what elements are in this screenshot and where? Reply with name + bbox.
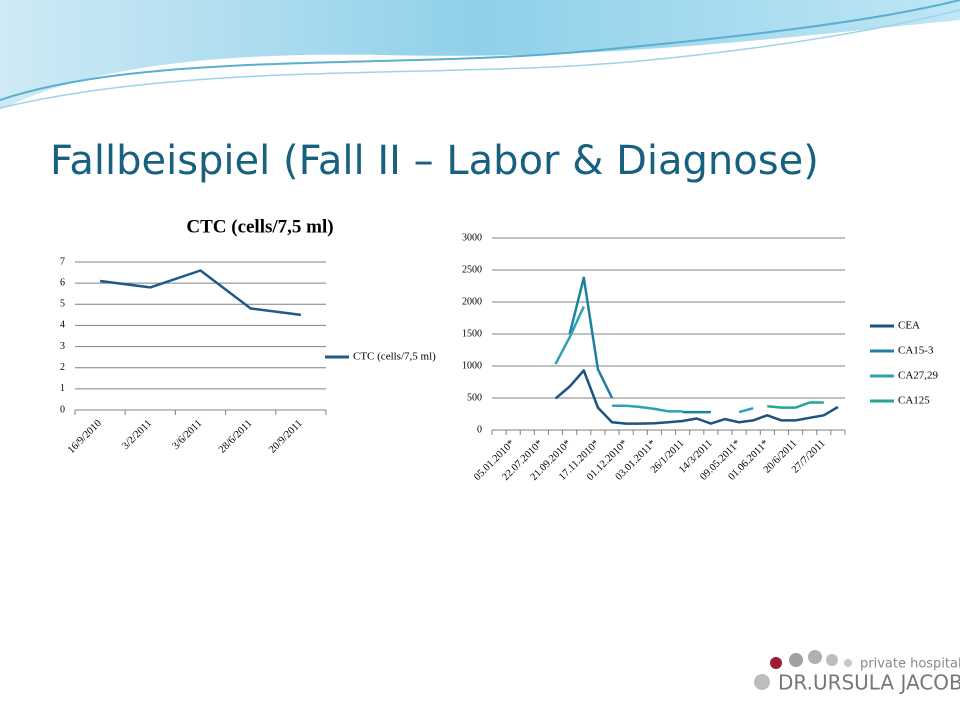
series-line — [99, 269, 302, 317]
y-tick-label: 0 — [477, 424, 482, 435]
logo-dot — [789, 653, 803, 667]
logo-tagline: private hospital — [860, 657, 960, 672]
x-tick-label: 3/2/2011 — [120, 418, 154, 452]
series-line — [568, 276, 711, 414]
y-tick-label: 1000 — [462, 360, 482, 371]
series-line — [554, 305, 754, 414]
logo-name: DR.URSULA JACOB — [778, 671, 960, 695]
y-tick-label: 4 — [60, 320, 65, 331]
y-tick-label: 5 — [60, 299, 65, 310]
y-tick-label: 2000 — [462, 296, 482, 307]
legend-label: CA125 — [898, 395, 930, 407]
y-tick-label: 0 — [60, 404, 65, 415]
logo: private hospital DR.URSULA JACOB — [754, 650, 960, 695]
swoosh-line — [0, 9, 960, 109]
x-tick-label: 20/9/2011 — [267, 418, 305, 456]
x-tick-label: 3/6/2011 — [170, 418, 204, 452]
legend-label: CTC (cells/7,5 ml) — [353, 351, 436, 363]
y-tick-label: 1 — [60, 383, 65, 394]
y-tick-label: 2 — [60, 362, 65, 373]
y-tick-label: 500 — [467, 392, 482, 403]
logo-dot — [844, 659, 852, 667]
header-swoosh — [0, 0, 960, 110]
swoosh-line — [0, 0, 960, 101]
y-tick-label: 3000 — [462, 232, 482, 243]
logo-dot — [808, 650, 822, 664]
slide-title: Fallbeispiel (Fall II – Labor & Diagnose… — [50, 138, 819, 184]
y-tick-label: 1500 — [462, 328, 482, 339]
legend-label: CEA — [898, 320, 920, 332]
chart-title: CTC (cells/7,5 ml) — [186, 216, 333, 237]
series-line — [767, 401, 824, 409]
x-tick-label: 16/9/2010 — [66, 418, 104, 456]
y-tick-label: 6 — [60, 277, 65, 288]
y-tick-label: 7 — [60, 256, 65, 267]
y-tick-label: 3 — [60, 341, 65, 352]
logo-dot — [754, 674, 770, 690]
logo-dot — [770, 657, 782, 669]
series-line — [554, 369, 839, 425]
logo-dot — [826, 654, 838, 666]
y-tick-label: 2500 — [462, 264, 482, 275]
legend-label: CA15-3 — [898, 345, 934, 357]
x-tick-label: 28/6/2011 — [217, 418, 255, 456]
legend-label: CA27,29 — [898, 370, 939, 382]
